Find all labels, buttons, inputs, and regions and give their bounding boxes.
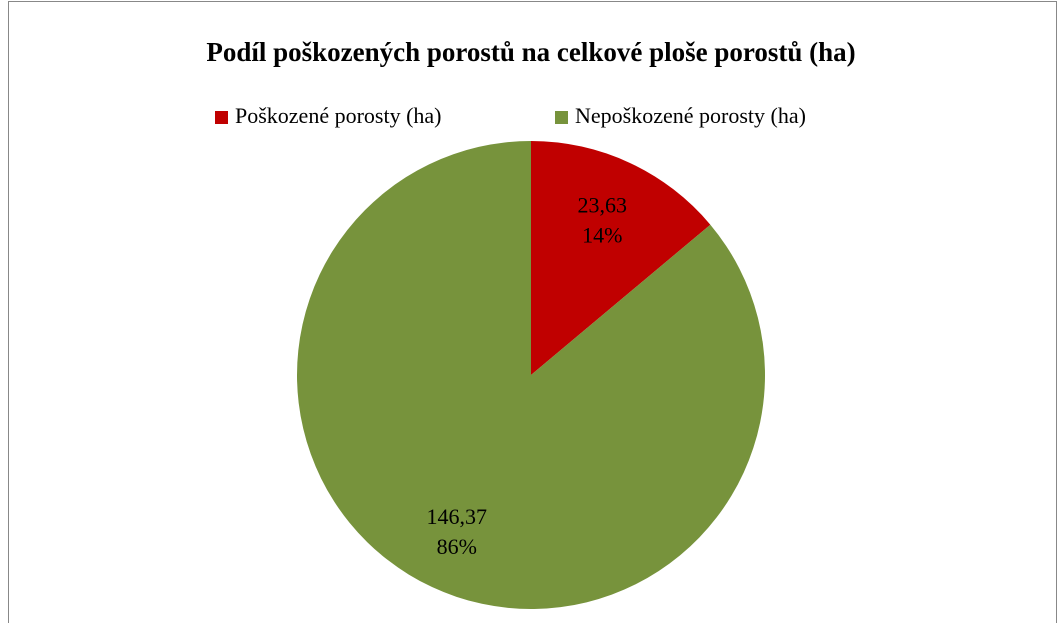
legend-swatch (215, 111, 228, 124)
legend-label: Nepoškozené porosty (ha) (575, 103, 806, 128)
percent-label: 86% (437, 534, 477, 559)
percent-label: 14% (582, 222, 622, 247)
chart-title: Podíl poškozených porostů na celkové plo… (206, 37, 855, 67)
legend-label: Poškozené porosty (ha) (235, 103, 442, 128)
legend-swatch (555, 111, 568, 124)
pie-slice (297, 141, 766, 609)
pie-slice (531, 141, 711, 375)
data-label: 23,63 (578, 192, 628, 217)
data-label: 146,37 (427, 504, 488, 529)
